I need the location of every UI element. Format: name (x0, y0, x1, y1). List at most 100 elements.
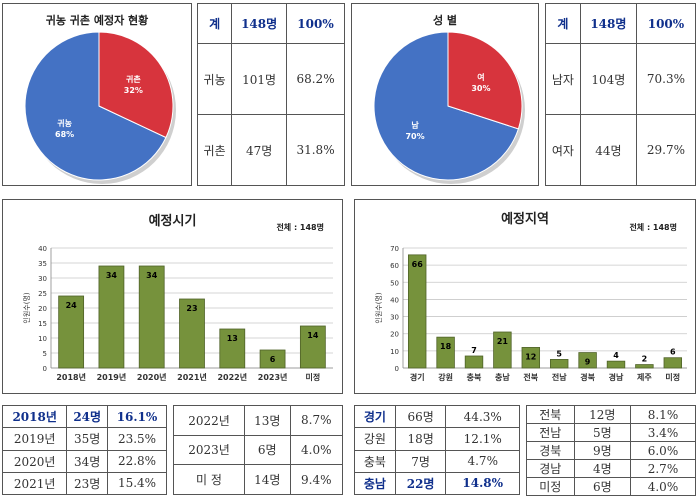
cell: 2022년 (173, 405, 245, 436)
data-label: 6 (270, 355, 276, 364)
cell: 31.8% (286, 114, 345, 186)
bar (138, 265, 165, 369)
x-tick-label: 미정 (665, 372, 680, 382)
y-tick-label: 20 (38, 305, 47, 313)
cell: 남자 (545, 43, 581, 115)
cell: 4명 (573, 459, 631, 478)
cell: 4.0% (289, 434, 343, 466)
x-tick-label: 2021년 (177, 372, 207, 382)
bar (436, 336, 455, 369)
cell: 강원 (354, 427, 396, 451)
table-region-left: 경기 66명 44.3% 강원 18명 12.1% 충북 7명 4.7% 충남 … (354, 404, 520, 496)
cell: 35명 (66, 427, 109, 451)
x-tick-label: 강원 (438, 372, 453, 382)
chart-title: 예정지역 (501, 212, 549, 227)
data-label: 21 (497, 337, 509, 346)
table-return: 계 148명 100% 귀농 101명 68.2% 귀촌 47명 31.8% (196, 3, 345, 186)
header-cell: 148명 (231, 3, 288, 44)
y-tick-label: 30 (38, 275, 47, 283)
pie-slice (24, 31, 167, 181)
cell: 2021년 (1, 471, 68, 496)
cell: 29.7% (635, 114, 697, 186)
cell: 23.5% (107, 427, 167, 451)
cell: 14명 (243, 464, 291, 495)
cell: 44.3% (445, 404, 520, 429)
table-period-right: 2022년 13명 8.7% 2023년 6명 4.0% 미 정 14명 9.4… (173, 405, 343, 495)
y-tick-label: 25 (38, 290, 47, 298)
y-tick-label: 40 (38, 245, 47, 253)
data-label: 7 (471, 346, 477, 355)
cell: 22명 (394, 471, 447, 496)
bar (58, 295, 85, 369)
y-tick-label: 70 (390, 245, 399, 253)
table-row: 미정 6명 4.0% (526, 477, 697, 496)
table-period-left: 2018년 24명 16.1% 2019년 35명 23.5% 2020년 34… (1, 404, 167, 496)
pie-chart-return: 귀농 68% 귀촌 32% (24, 31, 176, 184)
cell: 경북 (526, 441, 575, 460)
y-tick-label: 0 (395, 365, 399, 373)
cell: 9.4% (289, 464, 343, 495)
data-label: 14 (307, 331, 319, 340)
cell: 전북 (526, 405, 575, 424)
chart-subtitle: 전체 : 148명 (629, 223, 677, 232)
slice-label: 귀농 (57, 118, 72, 128)
pie-title: 성 별 (432, 14, 458, 27)
y-tick-label: 10 (38, 335, 47, 343)
data-label: 13 (227, 334, 238, 343)
cell: 68.2% (286, 43, 345, 115)
slice-percent-label: 68% (55, 130, 74, 139)
table-row: 귀촌 47명 31.8% (196, 114, 345, 186)
cell: 2018년 (1, 404, 68, 429)
bar-panel-region: 예정지역 전체 : 148명 0 10 20 30 40 50 60 70 인원수(명) 66 경기… (354, 199, 696, 394)
table-row: 충북 7명 4.7% (354, 449, 520, 473)
y-tick-label: 5 (43, 350, 47, 358)
slice-percent-label: 70% (405, 132, 424, 141)
header-cell: 100% (286, 3, 345, 44)
slice-label: 남 (411, 120, 419, 130)
cell: 2.7% (629, 459, 697, 478)
cell: 14.8% (445, 471, 520, 496)
cell: 충북 (354, 449, 396, 473)
bar (606, 360, 626, 369)
cell: 104명 (579, 43, 637, 115)
header-cell: 148명 (579, 3, 637, 44)
bar (299, 325, 326, 369)
slice-percent-label: 32% (124, 86, 143, 95)
bar-chart-region: 0 10 20 30 40 50 60 70 인원수(명) 66 경기 18 강원 7 충북 21 충남 12 전북… (374, 245, 687, 382)
x-tick-label: 2018년 (56, 372, 86, 382)
cell: 23명 (66, 471, 109, 496)
bar (635, 364, 654, 369)
pie-slice (447, 31, 523, 130)
x-tick-label: 전남 (552, 372, 567, 382)
bar (549, 359, 569, 369)
cell: 4.7% (445, 449, 520, 473)
y-tick-label: 50 (390, 279, 399, 287)
table-gender: 계 148명 100% 남자 104명 70.3% 여자 44명 29.7% (545, 3, 697, 186)
bar (521, 347, 541, 369)
bar (98, 265, 125, 369)
table-row: 2020년 34명 22.8% (1, 449, 167, 473)
table-row: 2023년 6명 4.0% (173, 434, 343, 466)
table-row: 경북 9명 6.0% (526, 441, 697, 460)
table-row: 2019년 35명 23.5% (1, 427, 167, 451)
cell: 5명 (573, 423, 631, 442)
pie-panel-gender: 성 별 남 70% 여 30% (351, 3, 539, 186)
cell: 44명 (579, 114, 637, 186)
y-tick-label: 35 (38, 260, 47, 268)
cell: 충남 (354, 471, 396, 496)
table-row: 2018년 24명 16.1% (1, 404, 167, 429)
cell: 101명 (231, 43, 288, 115)
cell: 12명 (573, 405, 631, 424)
cell: 2023년 (173, 434, 245, 466)
table-region-right: 전북 12명 8.1% 전남 5명 3.4% 경북 9명 6.0% 경남 4명 … (526, 405, 697, 496)
bar (663, 357, 683, 369)
y-tick-label: 10 (390, 348, 399, 356)
table-row: 2021년 23명 15.4% (1, 471, 167, 496)
cell: 6명 (573, 477, 631, 496)
bar (219, 328, 246, 369)
table-row: 여자 44명 29.7% (545, 114, 697, 186)
chart-title: 예정시기 (148, 214, 197, 229)
slice-label: 귀촌 (126, 74, 141, 84)
table-row: 귀농 101명 68.2% (196, 43, 345, 115)
data-label: 12 (525, 352, 536, 361)
